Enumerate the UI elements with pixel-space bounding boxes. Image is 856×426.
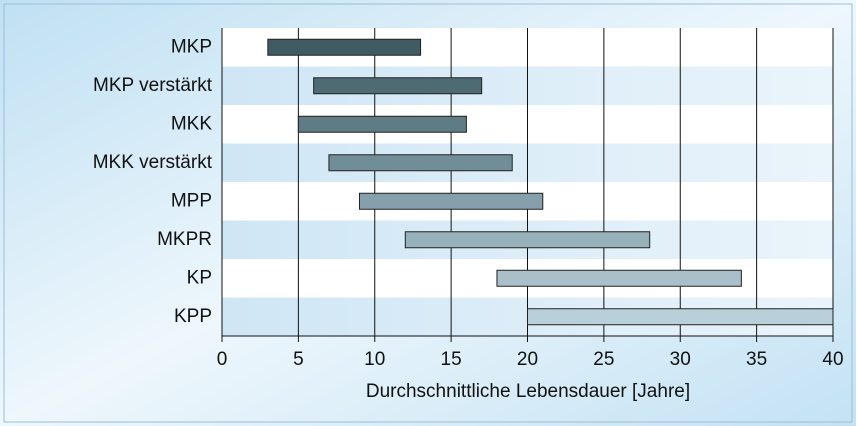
x-tick-label: 0	[217, 349, 228, 370]
x-tick-label: 15	[441, 349, 462, 370]
x-tick-label: 30	[670, 349, 691, 370]
bar	[358, 192, 544, 210]
bar	[496, 269, 742, 287]
bar	[297, 115, 467, 133]
y-tick-label: MKPR	[157, 229, 212, 250]
y-tick-label: MPP	[171, 190, 212, 211]
bar	[328, 154, 513, 172]
bar	[313, 77, 483, 95]
bar	[267, 38, 422, 56]
x-tick-label: 5	[293, 349, 304, 370]
y-tick-label: MKK	[171, 113, 213, 134]
x-tick-label: 20	[517, 349, 538, 370]
y-tick-label: MKK verstärkt	[93, 152, 213, 173]
y-tick-label: MKP	[171, 36, 212, 57]
y-tick-label: KP	[187, 267, 212, 288]
frame	[3, 3, 853, 423]
x-tick-label: 40	[822, 349, 843, 370]
x-tick-label: 35	[746, 349, 767, 370]
bar	[527, 308, 834, 326]
x-tick-label: 25	[593, 349, 614, 370]
bar	[404, 231, 651, 249]
y-tick-label: KPP	[174, 306, 212, 327]
y-tick-label: MKP verstärkt	[93, 75, 213, 96]
x-tick-label: 10	[364, 349, 385, 370]
x-axis-title: Durchschnittliche Lebensdauer [Jahre]	[366, 381, 690, 402]
